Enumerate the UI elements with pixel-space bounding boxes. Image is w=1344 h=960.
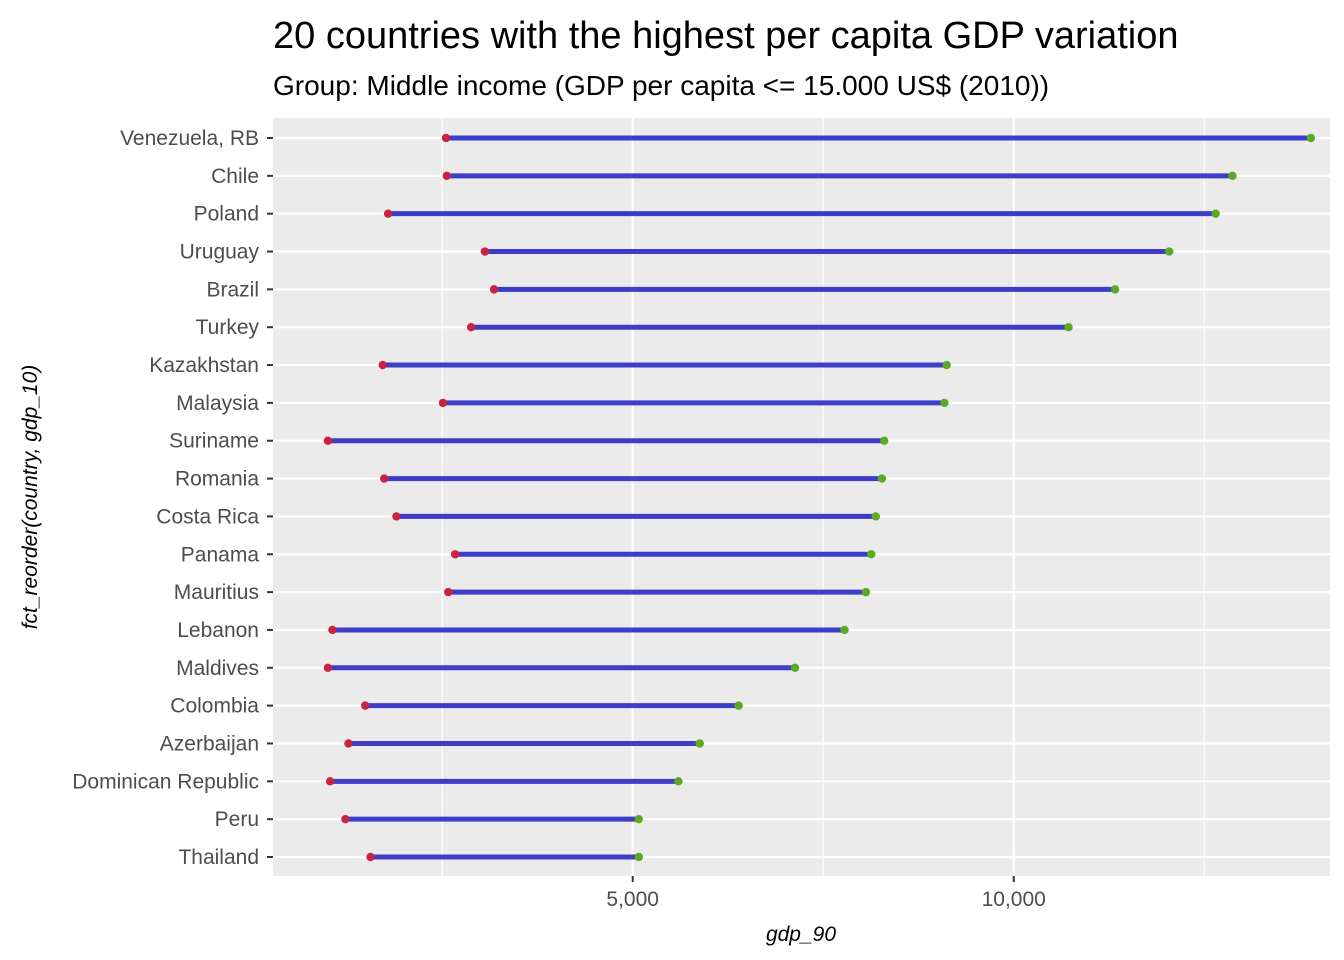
- gdp-10-point: [1064, 323, 1073, 332]
- gdp-10-point: [861, 587, 871, 597]
- gdp-90-point: [392, 512, 401, 521]
- gdp-10-point: [674, 777, 683, 786]
- y-tick-label: Turkey: [196, 316, 260, 339]
- y-tick-label: Panama: [181, 543, 260, 566]
- gdp-90-point: [378, 360, 387, 370]
- y-tick-label: Uruguay: [180, 241, 260, 264]
- y-tick-label: Thailand: [178, 846, 259, 869]
- x-tick-label: 10,000: [982, 888, 1046, 911]
- gdp-10-point: [1211, 209, 1220, 218]
- gdp-10-point: [634, 852, 643, 862]
- x-axis: 5,000 10,000: [606, 876, 1046, 911]
- gdp-10-point: [877, 474, 887, 483]
- y-tick-label: Kazakhstan: [149, 354, 259, 377]
- dumbbell-marks: [323, 133, 1316, 862]
- y-tick-label: Peru: [215, 808, 259, 831]
- y-tick-label: Romania: [175, 468, 259, 491]
- plot-panel: [273, 118, 1330, 876]
- gdp-90-point: [438, 398, 448, 408]
- gdp-10-point: [1110, 285, 1120, 294]
- gdp-90-point: [366, 852, 375, 862]
- gdp-90-point: [361, 701, 370, 710]
- gdp-90-point: [480, 247, 490, 256]
- gdp-90-point: [323, 436, 333, 445]
- y-axis-title: fct_reorder(country, gdp_10): [19, 365, 42, 630]
- gdp-10-point: [879, 436, 889, 445]
- y-tick-label: Suriname: [169, 430, 259, 453]
- gdp-10-point: [634, 814, 643, 824]
- gdp-10-point: [940, 398, 949, 408]
- y-tick-label: Azerbaijan: [160, 732, 259, 755]
- gdp-10-point: [1306, 133, 1316, 143]
- gdp-90-point: [383, 209, 393, 218]
- y-tick-label: Poland: [194, 203, 259, 226]
- gdp-10-point: [790, 663, 800, 672]
- gdp-90-point: [450, 550, 460, 559]
- y-tick-label: Maldives: [176, 657, 259, 680]
- gdp-90-point: [489, 285, 499, 294]
- x-tick-label: 5,000: [606, 888, 659, 911]
- gdp-90-point: [325, 777, 335, 786]
- y-tick-label: Brazil: [206, 278, 259, 301]
- gdp-10-point: [734, 701, 743, 710]
- gdp-90-point: [344, 739, 353, 748]
- gdp-90-point: [441, 133, 451, 143]
- y-tick-label: Dominican Republic: [72, 770, 259, 793]
- gdp-90-point: [328, 625, 337, 635]
- gdp-10-point: [1165, 247, 1174, 256]
- gdp-10-point: [942, 360, 951, 370]
- gdp-90-point: [341, 814, 350, 824]
- gdp-10-point: [1228, 171, 1237, 181]
- y-axis: Venezuela, RB Chile Poland Uruguay Brazil Tur…: [72, 127, 273, 869]
- y-tick-label: Mauritius: [174, 581, 259, 604]
- chart-title: 20 countries with the highest per capita…: [273, 15, 1178, 57]
- y-tick-label: Venezuela, RB: [120, 127, 259, 150]
- x-axis-title: gdp_90: [766, 923, 836, 946]
- y-tick-label: Colombia: [170, 695, 259, 718]
- gdp-10-point: [871, 512, 881, 521]
- y-tick-label: Costa Rica: [156, 505, 259, 528]
- gdp-10-point: [867, 550, 876, 559]
- gdp-90-point: [380, 474, 389, 483]
- gdp-10-point: [840, 625, 849, 635]
- gdp-90-point: [466, 323, 476, 332]
- y-tick-label: Chile: [211, 165, 259, 188]
- chart-subtitle: Group: Middle income (GDP per capita <= …: [273, 70, 1049, 101]
- gdp-90-point: [442, 171, 451, 181]
- y-tick-label: Malaysia: [176, 392, 259, 415]
- gdp-90-point: [323, 663, 333, 672]
- gdp-10-point: [695, 739, 704, 748]
- gdp-90-point: [444, 587, 453, 597]
- y-tick-label: Lebanon: [177, 619, 259, 642]
